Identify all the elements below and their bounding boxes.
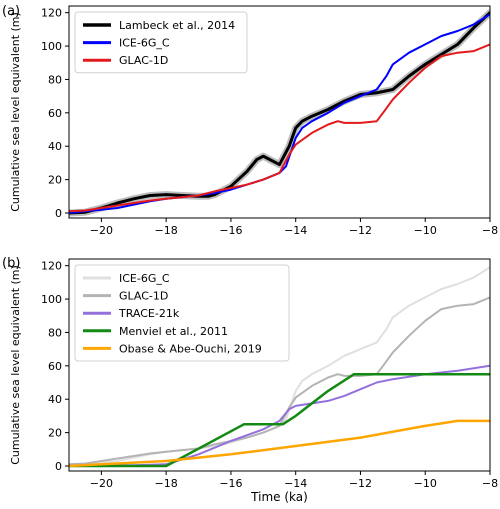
series-line	[69, 364, 490, 467]
legend-label: TRACE-21k	[118, 307, 180, 320]
axes-frame	[68, 5, 491, 219]
chart-panel-2: (b) −20 −18 −16 −14 −12 −10 −8 0 20 40 60 80 100 120 Cu…	[2, 256, 498, 504]
legend-box	[74, 264, 290, 362]
y-tick-label: 100	[41, 40, 62, 53]
y-tick-label: 80	[48, 326, 62, 339]
panel-letter: (a)	[2, 4, 20, 19]
x-tick-label: −8	[482, 477, 498, 490]
y-tick-label: 100	[41, 293, 62, 306]
series-line	[69, 419, 490, 468]
legend-label: ICE-6G_C	[119, 272, 170, 285]
y-tick-label: 60	[48, 107, 62, 120]
chart-panel-1: (a) −20 −18 −16 −14 −12 −10 −8 0 20 40 60 80 100 120 Cu…	[2, 4, 498, 237]
series-line	[69, 372, 490, 468]
legend-box	[74, 11, 248, 74]
y-tick-label: 40	[48, 393, 62, 406]
series-line	[69, 11, 490, 215]
legend-label: Menviel et al., 2011	[119, 325, 228, 338]
legend-label: Obase & Abe-Ouchi, 2019	[119, 342, 262, 355]
series-line	[69, 296, 490, 466]
x-tick-label: −14	[284, 224, 307, 237]
y-axis-label: Cumulative sea level equivalent (m)	[9, 265, 22, 465]
y-tick-label: 120	[41, 260, 62, 273]
x-tick-label: −20	[90, 224, 113, 237]
legend-label: ICE-6G_C	[119, 37, 170, 50]
axes-frame	[68, 258, 491, 472]
x-tick-label: −10	[414, 477, 437, 490]
x-tick-label: −8	[482, 224, 498, 237]
legend: ICE-6G_C GLAC-1D TRACE-21k Menviel et al., …	[74, 264, 290, 362]
y-tick-label: 80	[48, 73, 62, 86]
x-axis-label: Time (ka)	[250, 490, 308, 504]
x-tick-label: −16	[219, 477, 242, 490]
x-tick-label: −12	[349, 224, 372, 237]
panel-letter: (b)	[2, 256, 20, 271]
y-tick-label: 0	[55, 207, 62, 220]
legend-label: GLAC-1D	[119, 54, 168, 67]
x-tick-label: −20	[90, 477, 113, 490]
x-tick-label: −10	[414, 224, 437, 237]
x-tick-label: −16	[219, 224, 242, 237]
y-tick-label: 40	[48, 140, 62, 153]
x-tick-label: −12	[349, 477, 372, 490]
series-group	[69, 9, 490, 217]
series-group	[69, 266, 490, 468]
y-axis-label: Cumulative sea level equivalent (m)	[9, 12, 22, 212]
y-tick-label: 20	[48, 174, 62, 187]
y-tick-label: 120	[41, 7, 62, 20]
legend-label: GLAC-1D	[119, 290, 168, 303]
y-tick-label: 60	[48, 360, 62, 373]
legend: Lambeck et al., 2014 ICE-6G_C GLAC-1D	[74, 11, 248, 74]
y-tick-label: 20	[48, 427, 62, 440]
x-tick-label: −18	[155, 224, 178, 237]
legend-label: Lambeck et al., 2014	[119, 19, 235, 32]
x-tick-label: −18	[155, 477, 178, 490]
y-tick-label: 0	[55, 460, 62, 473]
x-tick-label: −14	[284, 477, 307, 490]
series-line	[69, 43, 490, 213]
